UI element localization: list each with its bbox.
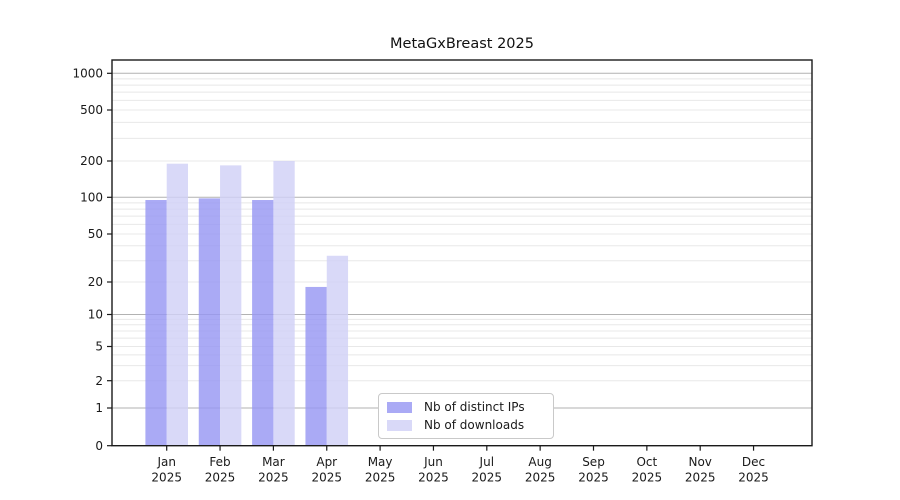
x-tick-label-year: 2025 — [151, 471, 182, 485]
y-tick-label: 5 — [95, 340, 103, 354]
y-tick-label: 50 — [88, 227, 103, 241]
bar-distinct-ips-feb — [198, 198, 221, 446]
x-tick-label-year: 2025 — [418, 471, 449, 485]
x-tick-label-month: Nov — [688, 455, 711, 469]
bar-distinct-ips-mar — [252, 200, 274, 446]
y-tick-label: 2 — [95, 374, 103, 388]
x-tick-label-month: May — [368, 455, 393, 469]
x-tick-label-month: Jun — [423, 455, 443, 469]
x-tick-label-month: Apr — [316, 455, 337, 469]
x-tick-label-month: Aug — [528, 455, 551, 469]
x-tick-label-month: Mar — [262, 455, 285, 469]
x-tick-label-month: Dec — [742, 455, 765, 469]
legend-label-downloads: Nb of downloads — [424, 418, 525, 432]
y-tick-label: 200 — [80, 154, 103, 168]
y-tick-label: 10 — [88, 308, 103, 322]
y-tick-label: 1000 — [72, 67, 103, 81]
bar-distinct-ips-jan — [145, 200, 167, 446]
chart-title: MetaGxBreast 2025 — [390, 36, 534, 52]
x-tick-label-year: 2025 — [365, 471, 396, 485]
x-tick-label-month: Sep — [582, 455, 605, 469]
x-tick-label-year: 2025 — [525, 471, 556, 485]
x-tick-label-year: 2025 — [258, 471, 289, 485]
x-tick-label-month: Oct — [636, 455, 657, 469]
x-tick-label-year: 2025 — [578, 471, 609, 485]
y-tick-label: 20 — [88, 275, 103, 289]
legend-label-distinct-ips: Nb of distinct IPs — [424, 400, 525, 414]
bar-distinct-ips-apr — [305, 286, 327, 446]
y-tick-label: 500 — [80, 103, 103, 117]
y-tick-label: 1 — [95, 401, 103, 415]
x-tick-label-month: Feb — [209, 455, 230, 469]
x-tick-label-month: Jan — [156, 455, 176, 469]
x-tick-label-year: 2025 — [632, 471, 663, 485]
bar-downloads-mar — [273, 161, 295, 446]
legend-item-distinct-ips: Nb of distinct IPs — [387, 400, 553, 414]
x-tick-label-year: 2025 — [738, 471, 769, 485]
bar-downloads-feb — [220, 165, 242, 446]
x-tick-label-year: 2025 — [685, 471, 716, 485]
x-tick-label-year: 2025 — [311, 471, 342, 485]
y-tick-label: 100 — [80, 191, 103, 205]
legend-item-downloads: Nb of downloads — [387, 418, 553, 432]
x-tick-label-month: Jul — [479, 455, 494, 469]
x-tick-label-year: 2025 — [205, 471, 236, 485]
x-tick-label-year: 2025 — [472, 471, 503, 485]
bar-downloads-jan — [166, 163, 188, 446]
legend-swatch-distinct-ips — [387, 401, 412, 413]
legend-swatch-downloads — [387, 419, 412, 431]
bar-downloads-apr — [326, 255, 349, 446]
plot-border — [111, 59, 813, 447]
y-tick-label: 0 — [95, 439, 103, 453]
legend: Nb of distinct IPs Nb of downloads — [378, 393, 554, 439]
